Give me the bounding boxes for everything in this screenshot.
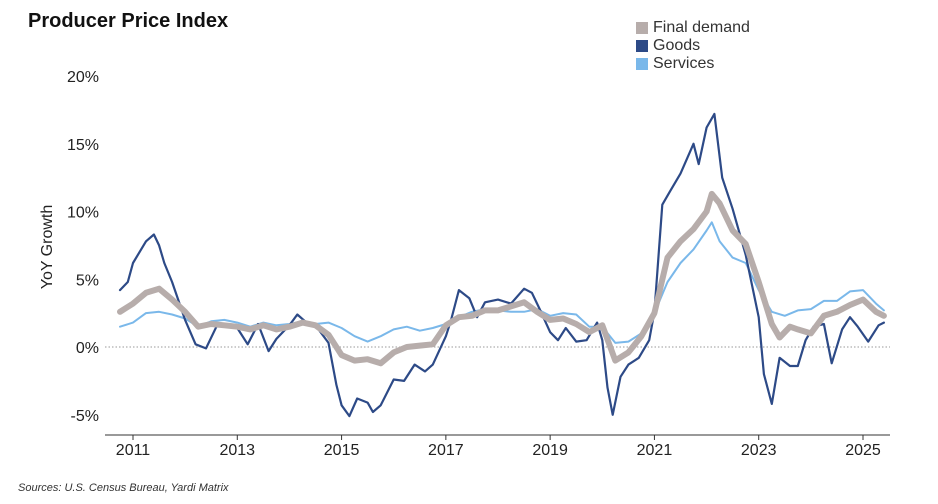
x-tick-label: 2011 bbox=[116, 442, 151, 459]
y-tick-label: 10% bbox=[67, 205, 99, 222]
source-note: Sources: U.S. Census Bureau, Yardi Matri… bbox=[18, 482, 229, 494]
series-line-final-demand bbox=[117, 190, 887, 367]
x-tick-label: 2021 bbox=[637, 442, 673, 459]
y-tick-label: 0% bbox=[76, 340, 99, 357]
chart-title: Producer Price Index bbox=[28, 10, 229, 32]
series-line-goods bbox=[118, 112, 885, 418]
y-tick-label: 15% bbox=[67, 137, 99, 154]
y-axis-label: YoY Growth bbox=[39, 205, 56, 290]
legend-swatch-goods bbox=[636, 40, 648, 52]
legend-label-final-demand: Final demand bbox=[653, 19, 750, 36]
y-tick-label: 5% bbox=[76, 272, 99, 289]
chart-legend: Final demand Goods Services bbox=[636, 19, 750, 73]
x-tick-label: 2013 bbox=[219, 442, 255, 459]
x-tick-label: 2017 bbox=[428, 442, 464, 459]
legend-label-goods: Goods bbox=[653, 37, 701, 54]
x-tick-label: 2023 bbox=[741, 442, 777, 459]
x-tick-label: 2015 bbox=[324, 442, 360, 459]
legend-label-services: Services bbox=[653, 55, 715, 72]
legend-item-final-demand: Final demand bbox=[636, 19, 750, 37]
y-tick-label: 20% bbox=[67, 69, 99, 86]
y-tick-label: -5% bbox=[71, 408, 99, 425]
x-tick-label: 2019 bbox=[532, 442, 568, 459]
x-tick-label: 2025 bbox=[845, 442, 881, 459]
legend-item-goods: Goods bbox=[636, 37, 750, 55]
legend-swatch-final-demand bbox=[636, 22, 648, 34]
legend-swatch-services bbox=[636, 58, 648, 70]
legend-item-services: Services bbox=[636, 55, 750, 73]
